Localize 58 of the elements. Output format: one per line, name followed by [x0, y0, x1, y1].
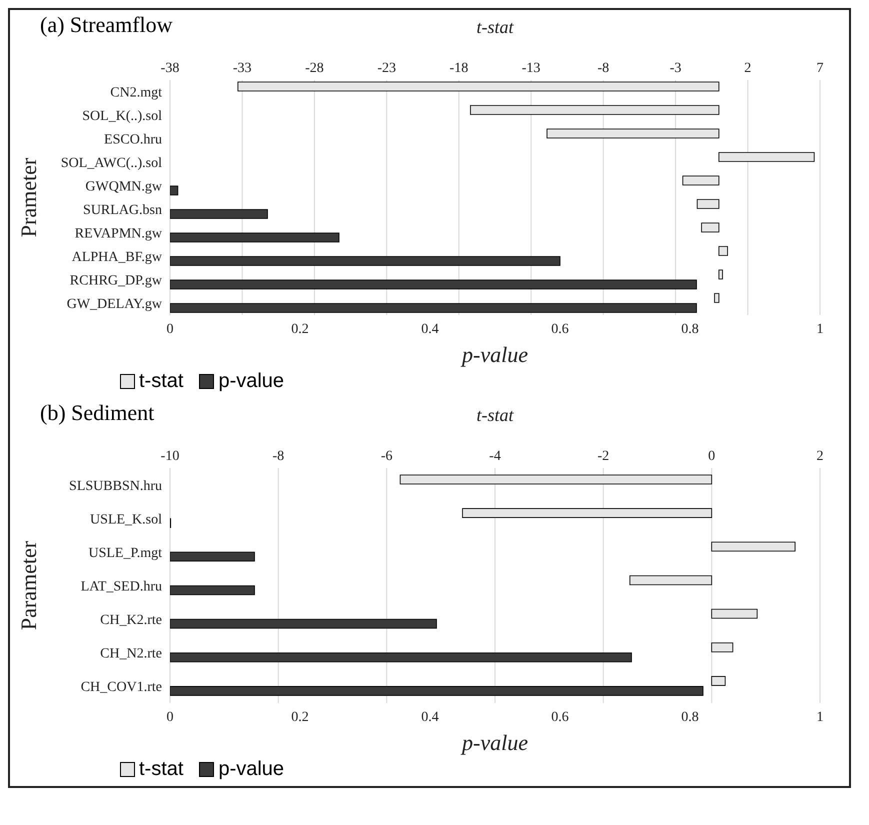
- y-tick-label: RCHRG_DP.gw: [70, 274, 163, 289]
- y-tick-label: GWQMN.gw: [85, 180, 163, 195]
- x2-tick-label: -2: [597, 449, 610, 464]
- x2-tick-label: -38: [160, 61, 180, 76]
- x2-tick-label: 0: [708, 449, 716, 464]
- x-tick-label: 0.6: [551, 322, 569, 337]
- y-tick-label: USLE_K.sol: [90, 512, 162, 528]
- y-tick-label: SLSUBBSN.hru: [69, 478, 162, 494]
- x2-tick-label: -18: [450, 61, 468, 76]
- y-tick-label: GW_DELAY.gw: [66, 297, 163, 312]
- x2-tick-label: -23: [377, 61, 396, 76]
- x-tick-label: 0.2: [291, 322, 309, 337]
- legend-label: t-stat: [139, 758, 184, 781]
- x2-tick-label: 2: [816, 449, 824, 464]
- y-tick-label: REVAPMN.gw: [74, 226, 163, 242]
- y-tick-label: SOL_AWC(..).sol: [60, 156, 162, 172]
- x2-tick-label: -3: [670, 61, 682, 76]
- y-tick-label: USLE_P.mgt: [88, 546, 162, 561]
- legend-label: t-stat: [139, 370, 184, 393]
- x-tick-label: 0.4: [421, 322, 439, 337]
- x-tick-label: 0.8: [681, 322, 699, 337]
- y-tick-label: LAT_SED.hru: [80, 579, 162, 594]
- x2-tick-label: -28: [305, 61, 324, 76]
- x2-tick-label: 2: [744, 61, 752, 76]
- y-tick-label: CH_COV1.rte: [80, 680, 162, 696]
- y-tick-label: ALPHA_BF.gw: [72, 250, 163, 266]
- x-tick-label: 1: [816, 322, 824, 337]
- chart-title: (a) Streamflow: [40, 12, 173, 38]
- x-tick-label: 0.4: [421, 710, 439, 725]
- x2-tick-label: -6: [380, 449, 393, 464]
- x-tick-label: 0.8: [681, 710, 699, 725]
- y-tick-label: CN2.mgt: [110, 86, 162, 101]
- y-tick-label: ESCO.hru: [104, 132, 162, 148]
- x2-tick-label: -33: [232, 61, 252, 76]
- x2-tick-label: -13: [522, 61, 540, 76]
- y-tick-label: SURLAG.bsn: [83, 203, 162, 218]
- x2-axis-title: t-stat: [476, 404, 514, 425]
- y-axis-title: Prameter: [16, 157, 41, 238]
- legend-label: p-value: [218, 370, 284, 393]
- x-axis-title: p-value: [460, 342, 528, 367]
- x2-tick-label: -8: [597, 61, 610, 76]
- legend-label: p-value: [218, 758, 284, 781]
- y-tick-label: CH_N2.rte: [100, 646, 162, 662]
- x-tick-label: 0: [166, 710, 174, 725]
- y-axis-title: Parameter: [16, 540, 41, 630]
- x-tick-label: 0.2: [291, 710, 309, 725]
- x-axis-title: p-value: [460, 730, 528, 755]
- y-tick-label: CH_K2.rte: [100, 613, 162, 628]
- x2-axis-title: t-stat: [476, 16, 514, 37]
- x2-tick-label: 7: [816, 61, 824, 76]
- x-tick-label: 0: [166, 322, 174, 337]
- y-tick-label: SOL_K(..).sol: [82, 109, 162, 124]
- x-tick-label: 1: [816, 710, 824, 725]
- x2-tick-label: -4: [489, 449, 501, 464]
- x-tick-label: 0.6: [551, 710, 569, 725]
- chart-title: (b) Sediment: [40, 400, 154, 426]
- x2-tick-label: -8: [272, 449, 284, 464]
- x2-tick-label: -10: [160, 449, 180, 464]
